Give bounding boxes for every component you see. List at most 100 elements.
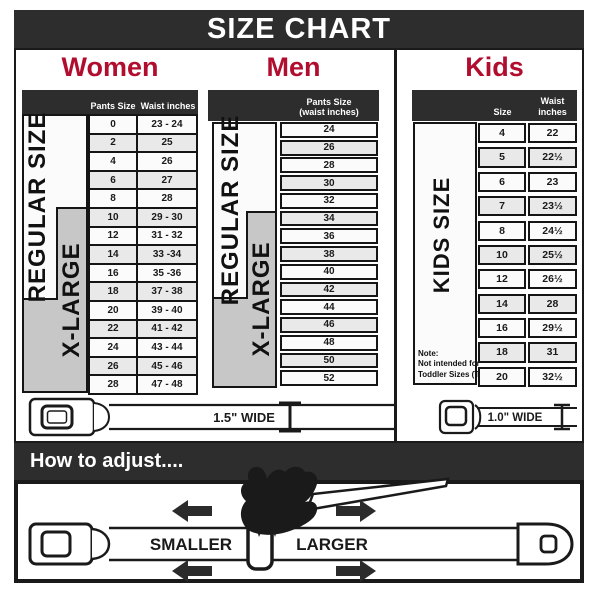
kids-size-label: KIDS SIZE bbox=[429, 176, 454, 294]
pants-size-cell: 38 bbox=[280, 246, 378, 262]
pants-size-cell: 26 bbox=[280, 139, 378, 156]
buckle-latch-icon bbox=[93, 402, 111, 432]
pants-size-cell: 14 bbox=[88, 244, 138, 265]
women-regular-size-label: REGULAR SIZE bbox=[24, 111, 51, 303]
waist-cell: 47 - 48 bbox=[136, 374, 198, 395]
adult-belt-illustration: 1.5" WIDE bbox=[28, 397, 394, 437]
women-section-heading: Women bbox=[61, 52, 159, 82]
kids-belt-width-label: 1.0" WIDE bbox=[488, 412, 543, 424]
table-row: 7 23½ bbox=[478, 196, 577, 217]
kids-section-heading: Kids bbox=[465, 52, 524, 82]
men-xlarge-band-lower bbox=[212, 299, 277, 388]
buckle-icon bbox=[28, 397, 96, 437]
size-cell: 16 bbox=[478, 318, 526, 339]
pants-size-cell: 40 bbox=[280, 263, 378, 280]
size-cell: 12 bbox=[478, 269, 526, 290]
pants-size-cell: 34 bbox=[280, 210, 378, 227]
table-row: 4 26 bbox=[88, 151, 200, 172]
size-cell: 5 bbox=[478, 147, 526, 168]
buckle-icon bbox=[28, 522, 94, 566]
pants-size-cell: 10 bbox=[88, 206, 138, 228]
buckle-slot-inner-icon bbox=[46, 410, 68, 424]
size-cell: 20 bbox=[478, 366, 526, 387]
pants-size-cell: 22 bbox=[88, 318, 138, 340]
pants-size-cell: 18 bbox=[88, 281, 138, 302]
pants-size-cell: 36 bbox=[280, 228, 378, 245]
men-xlarge-band-upper bbox=[246, 211, 277, 299]
width-indicator-icon bbox=[554, 403, 570, 431]
table-row: 20 32½ bbox=[478, 366, 577, 387]
pants-size-cell: 28 bbox=[88, 374, 138, 395]
waist-cell: 28 bbox=[136, 188, 198, 209]
waist-cell: 43 - 44 bbox=[136, 337, 198, 358]
pants-size-cell: 46 bbox=[280, 317, 378, 333]
size-cell: 10 bbox=[478, 244, 526, 266]
hand-icon bbox=[240, 466, 318, 535]
buckle-slot-icon bbox=[444, 405, 468, 427]
waist-cell: 26½ bbox=[528, 269, 577, 290]
size-cell: 6 bbox=[478, 171, 526, 192]
pants-size-cell: 52 bbox=[280, 370, 378, 387]
pants-size-cell: 30 bbox=[280, 175, 378, 191]
waist-cell: 27 bbox=[136, 169, 198, 191]
table-row: 28 47 - 48 bbox=[88, 374, 200, 395]
waist-cell: 39 - 40 bbox=[136, 299, 198, 321]
kids-col-waist: Waist inches bbox=[538, 96, 567, 117]
waist-cell: 41 - 42 bbox=[136, 318, 198, 340]
kids-belt-illustration: 1.0" WIDE bbox=[438, 399, 577, 435]
waist-cell: 29½ bbox=[528, 318, 577, 339]
width-indicator-icon bbox=[279, 401, 301, 433]
women-xlarge-band-lower bbox=[22, 300, 88, 393]
table-row: 5 22½ bbox=[478, 147, 577, 168]
women-xlarge-label: X-LARGE bbox=[58, 242, 85, 358]
buckle-slot-icon bbox=[40, 530, 72, 558]
belt-strap bbox=[477, 407, 577, 427]
women-table-header: Pants Size Waist inches bbox=[22, 90, 198, 114]
waist-cell: 23 - 24 bbox=[136, 114, 198, 135]
pants-size-cell: 42 bbox=[280, 281, 378, 298]
men-xlarge-label: X-LARGE bbox=[248, 241, 275, 357]
size-cell: 8 bbox=[478, 220, 526, 241]
table-row: 18 37 - 38 bbox=[88, 281, 200, 302]
table-row: 16 29½ bbox=[478, 318, 577, 339]
table-row: 26 45 - 46 bbox=[88, 355, 200, 377]
table-row: 22 41 - 42 bbox=[88, 318, 200, 340]
women-col-waist: Waist inches bbox=[140, 100, 196, 111]
women-col-pants-size: Pants Size bbox=[90, 100, 136, 111]
table-row: 8 24½ bbox=[478, 220, 577, 241]
buckle-slot-icon bbox=[40, 404, 74, 430]
pants-size-cell: 12 bbox=[88, 225, 138, 247]
pants-size-cell: 20 bbox=[88, 299, 138, 321]
waist-cell: 33 -34 bbox=[136, 244, 198, 265]
pants-size-cell: 6 bbox=[88, 169, 138, 191]
pants-size-cell: 28 bbox=[280, 157, 378, 174]
arrow-left-top-icon bbox=[172, 500, 212, 522]
page-title: SIZE CHART bbox=[207, 12, 391, 45]
table-row: 12 31 - 32 bbox=[88, 225, 200, 247]
men-col-line2: (waist inches) bbox=[299, 107, 359, 118]
pants-size-cell: 2 bbox=[88, 132, 138, 154]
adult-belt-width-label: 1.5" WIDE bbox=[213, 410, 275, 425]
waist-cell: 28 bbox=[528, 293, 577, 314]
pants-size-cell: 4 bbox=[88, 151, 138, 172]
pants-size-cell: 8 bbox=[88, 188, 138, 209]
table-row: 10 29 - 30 bbox=[88, 206, 200, 228]
kids-table-header: Size Waist inches bbox=[412, 90, 577, 121]
belt-strap bbox=[109, 403, 394, 431]
size-cell: 7 bbox=[478, 196, 526, 217]
table-row: 18 31 bbox=[478, 342, 577, 363]
table-row: 24 43 - 44 bbox=[88, 337, 200, 358]
men-size-table: 24 26 28 30 32 34 36 38 40 42 44 46 48 50 52 bbox=[280, 122, 378, 388]
waist-cell: 31 - 32 bbox=[136, 225, 198, 247]
table-row: 16 35 -36 bbox=[88, 262, 200, 284]
waist-cell: 37 - 38 bbox=[136, 281, 198, 302]
section-divider bbox=[394, 48, 397, 443]
men-col-pants-size: Pants Size (waist inches) bbox=[280, 97, 378, 118]
table-row: 2 25 bbox=[88, 132, 200, 154]
waist-cell: 23½ bbox=[528, 196, 577, 217]
waist-cell: 45 - 46 bbox=[136, 355, 198, 377]
belt-tip-hole-icon bbox=[539, 534, 558, 554]
arrow-left-bottom-icon bbox=[172, 560, 212, 582]
kids-col-size: Size bbox=[493, 106, 512, 117]
